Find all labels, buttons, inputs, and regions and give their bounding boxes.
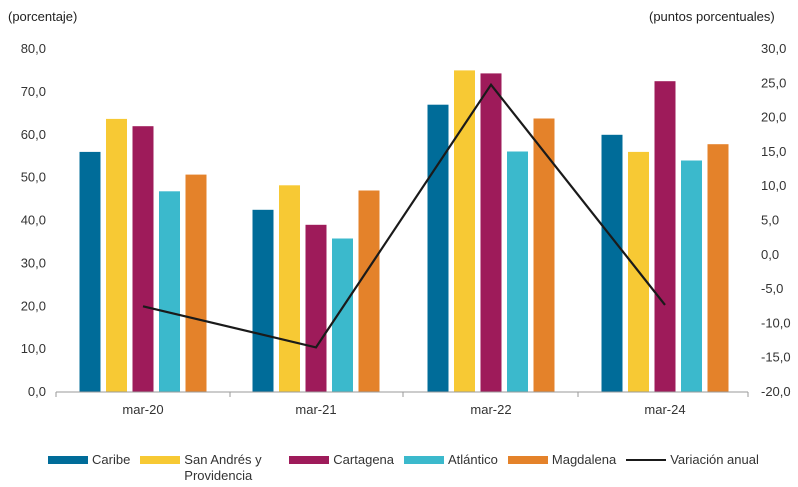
right-tick-label: 15,0 bbox=[761, 144, 786, 159]
x-axis: mar-20 mar-21 mar-22 mar-24 bbox=[55, 392, 749, 417]
bar bbox=[79, 151, 101, 392]
legend-label: Variación anual bbox=[670, 452, 759, 467]
left-tick-label: 20,0 bbox=[21, 298, 46, 313]
right-tick-label: 25,0 bbox=[761, 75, 786, 90]
bar bbox=[507, 151, 528, 392]
bar bbox=[106, 118, 127, 393]
legend-swatch bbox=[507, 456, 548, 464]
bar bbox=[654, 81, 676, 392]
right-axis: -20,0 -15,0 -10,0 -5,0 0,0 5,0 10,0 15,0 20,0 25,… bbox=[761, 41, 791, 399]
left-tick-label: 40,0 bbox=[21, 213, 46, 228]
right-tick-label: 20,0 bbox=[761, 110, 786, 125]
left-tick-label: 30,0 bbox=[21, 255, 46, 270]
x-tick-label: mar-22 bbox=[470, 402, 511, 417]
legend-swatch bbox=[140, 456, 181, 464]
bar bbox=[454, 70, 475, 393]
bar bbox=[707, 144, 729, 392]
left-tick-label: 0,0 bbox=[28, 384, 46, 399]
bar bbox=[533, 118, 555, 392]
bar bbox=[132, 126, 154, 392]
bar bbox=[159, 191, 180, 392]
right-tick-label: -5,0 bbox=[761, 281, 783, 296]
left-axis-label: (porcentaje) bbox=[8, 9, 77, 24]
right-tick-label: 30,0 bbox=[761, 41, 786, 56]
bar bbox=[332, 238, 353, 392]
bar-series bbox=[79, 70, 729, 393]
bar bbox=[185, 174, 207, 392]
x-tick-label: mar-21 bbox=[295, 402, 336, 417]
x-tick-label: mar-20 bbox=[122, 402, 163, 417]
legend-item-atlantico: Atlántico bbox=[404, 452, 498, 468]
right-tick-label: -10,0 bbox=[761, 315, 791, 330]
bar bbox=[358, 190, 380, 392]
left-axis: 0,0 10,0 20,0 30,0 40,0 50,0 60,0 70,0 80,0 bbox=[21, 41, 46, 399]
legend-item-caribe: Caribe bbox=[48, 452, 130, 468]
legend-swatch bbox=[404, 456, 445, 464]
legend-item-cartagena: Cartagena bbox=[289, 452, 394, 468]
legend-item-magdalena: Magdalena bbox=[507, 452, 617, 468]
legend-label: Caribe bbox=[92, 452, 131, 467]
legend-swatch bbox=[289, 456, 330, 464]
left-tick-label: 80,0 bbox=[21, 41, 46, 56]
right-axis-label: (puntos porcentuales) bbox=[649, 9, 775, 24]
left-tick-label: 50,0 bbox=[21, 170, 46, 185]
variation-line bbox=[142, 82, 666, 349]
legend-item-san-andres: San Andrés y Providencia bbox=[140, 452, 279, 484]
bar bbox=[601, 134, 623, 393]
legend-label: Atlántico bbox=[448, 452, 498, 467]
legend: Caribe San Andrés y Providencia Cartagen… bbox=[48, 452, 798, 487]
legend-label: Cartagena bbox=[333, 452, 395, 467]
line-series bbox=[142, 82, 666, 349]
legend-swatch-line bbox=[626, 459, 667, 461]
left-tick-label: 70,0 bbox=[21, 84, 46, 99]
x-tick-label: mar-24 bbox=[644, 402, 685, 417]
legend-item-variacion-anual: Variación anual bbox=[626, 452, 759, 468]
legend-swatch bbox=[48, 456, 88, 464]
right-tick-label: -15,0 bbox=[761, 350, 791, 365]
bar bbox=[480, 73, 502, 393]
legend-label: Magdalena bbox=[551, 452, 617, 467]
right-tick-label: -20,0 bbox=[761, 384, 791, 399]
bar bbox=[681, 160, 702, 392]
left-tick-label: 10,0 bbox=[21, 341, 46, 356]
right-tick-label: 10,0 bbox=[761, 178, 786, 193]
left-tick-label: 60,0 bbox=[21, 127, 46, 142]
bar bbox=[279, 185, 300, 392]
bar bbox=[427, 104, 449, 392]
legend-label: San Andrés y Providencia bbox=[184, 452, 262, 483]
bar bbox=[252, 209, 274, 392]
bar bbox=[305, 224, 327, 392]
right-tick-label: 0,0 bbox=[761, 247, 779, 262]
right-tick-label: 5,0 bbox=[761, 213, 779, 228]
